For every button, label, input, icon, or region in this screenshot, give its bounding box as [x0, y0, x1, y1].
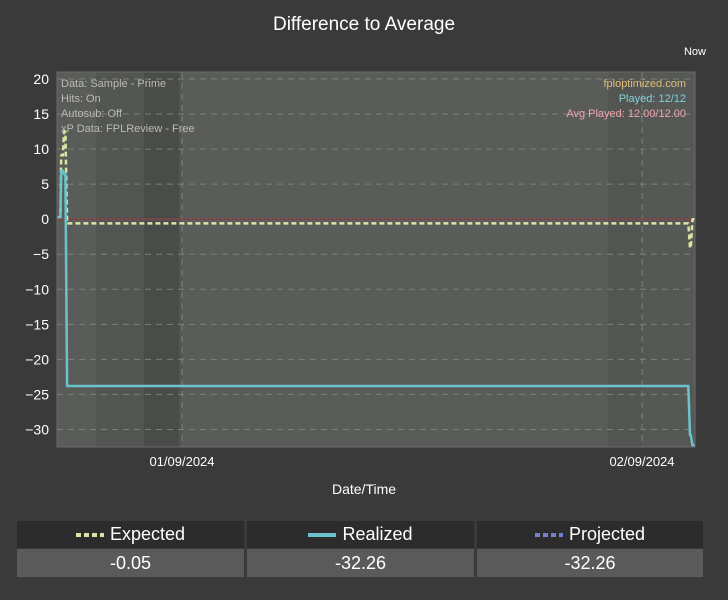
plot-background	[57, 72, 695, 447]
legend-projected-value: -32.26	[477, 549, 703, 577]
info-text-right: Avg Played: 12.00/12.00	[566, 108, 686, 120]
shaded-band	[96, 72, 182, 447]
y-tick-label: 10	[33, 141, 49, 157]
info-text-right: fploptimized.com	[603, 78, 686, 90]
info-text: Data: Sample - Prime	[61, 78, 166, 90]
legend-expected-label: Expected	[109, 524, 186, 544]
chart-plot: 20 15 10 5 0 −5 −10 −15 −20 −25 −30 01/09/2024 02/09…	[25, 71, 696, 469]
y-tick-label: −10	[25, 281, 49, 297]
legend-projected-label: Projected	[568, 524, 646, 544]
y-tick-label: −15	[25, 316, 49, 332]
x-tick-label: 01/09/2024	[149, 454, 214, 469]
shaded-band	[642, 72, 695, 447]
x-axis-label: Date/Time	[331, 481, 397, 497]
dashed-line-icon	[534, 532, 563, 537]
info-text: xP Data: FPLReview - Free	[61, 123, 195, 135]
chart-title: Difference to Average	[272, 14, 456, 35]
legend-projected: Projected -32.26	[477, 521, 703, 577]
expected-series-line	[57, 130, 695, 250]
now-label: Now	[683, 46, 706, 58]
info-text: Hits: On	[61, 93, 101, 105]
x-tick-label: 02/09/2024	[609, 454, 674, 469]
y-tick-label: 5	[41, 176, 49, 192]
dashed-line-icon	[75, 532, 104, 537]
y-tick-label: 0	[41, 211, 49, 227]
legend-expected: Expected -0.05	[17, 521, 244, 577]
info-text-right: Played: 12/12	[619, 93, 686, 105]
legend-realized-value: -32.26	[247, 549, 474, 577]
y-tick-label: 20	[33, 71, 49, 87]
y-tick-label: −20	[25, 351, 49, 367]
legend-table: Expected -0.05 Realized -32.26 Projected…	[17, 521, 703, 577]
y-tick-label: 15	[33, 106, 49, 122]
shaded-band	[144, 72, 179, 447]
legend-realized: Realized -32.26	[247, 521, 474, 577]
y-tick-label: −30	[25, 421, 49, 437]
plot-frame	[56, 71, 696, 448]
y-tick-label: −25	[25, 386, 49, 402]
legend-expected-value: -0.05	[17, 549, 244, 577]
realized-series-line	[57, 169, 695, 447]
solid-line-icon	[308, 532, 337, 537]
legend-realized-label: Realized	[342, 524, 413, 544]
info-text: Autosub: Off	[61, 108, 123, 120]
y-tick-label: −5	[33, 246, 49, 262]
shaded-band	[608, 72, 642, 447]
